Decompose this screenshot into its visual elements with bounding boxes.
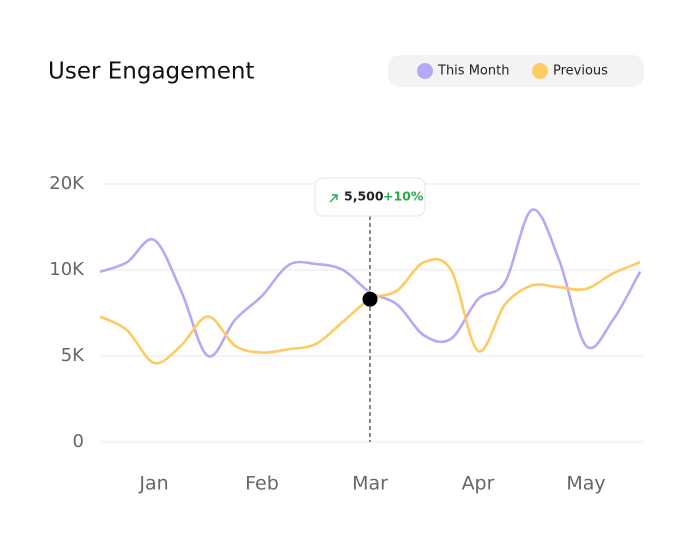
legend-box xyxy=(388,55,644,87)
y-tick-label: 20K xyxy=(49,173,85,194)
tooltip xyxy=(314,177,426,217)
legend-label: This Month xyxy=(437,64,509,79)
legend-swatch xyxy=(532,63,548,79)
legend-label: Previous xyxy=(553,64,608,79)
legend-swatch xyxy=(417,63,433,79)
tooltip-change: +10% xyxy=(383,189,424,204)
trend-icon xyxy=(329,194,338,203)
x-tick-label: Apr xyxy=(462,473,495,495)
x-tick-label: Jan xyxy=(138,473,168,495)
x-tick-label: May xyxy=(566,473,605,495)
highlight-point xyxy=(362,291,378,307)
y-tick-label: 10K xyxy=(49,259,85,280)
x-tick-label: Feb xyxy=(245,473,279,495)
chart-title: User Engagement xyxy=(48,59,254,85)
tooltip-value: 5,500 xyxy=(344,189,384,204)
x-tick-label: Mar xyxy=(352,473,388,495)
y-tick-label: 0 xyxy=(73,431,84,452)
y-tick-label: 5K xyxy=(61,345,85,366)
